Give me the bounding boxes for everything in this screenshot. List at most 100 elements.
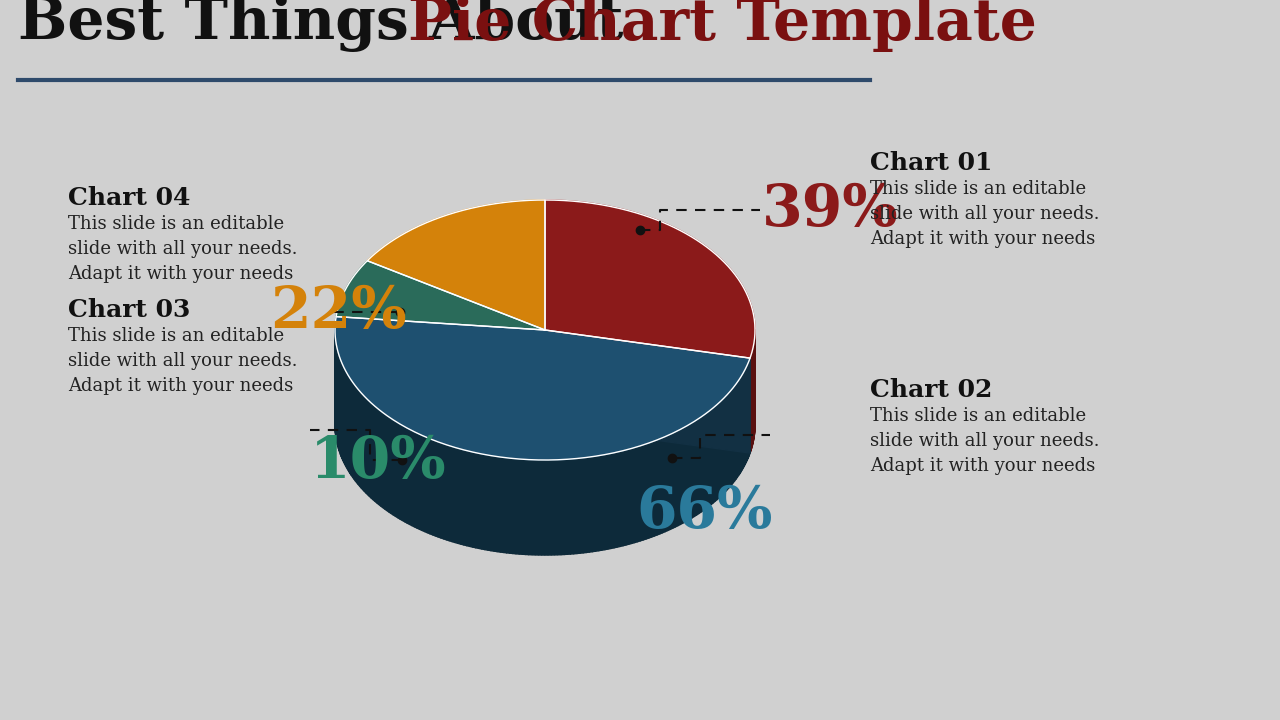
Polygon shape <box>617 451 620 547</box>
Polygon shape <box>659 438 662 534</box>
Polygon shape <box>732 388 733 485</box>
Polygon shape <box>509 458 513 554</box>
Text: This slide is an editable
slide with all your needs.
Adapt it with your needs: This slide is an editable slide with all… <box>870 180 1100 248</box>
Polygon shape <box>700 415 703 512</box>
Polygon shape <box>723 397 726 493</box>
Text: 39%: 39% <box>762 182 899 238</box>
Polygon shape <box>470 451 472 547</box>
Polygon shape <box>404 427 407 523</box>
Polygon shape <box>722 398 723 495</box>
Polygon shape <box>444 444 447 540</box>
Polygon shape <box>472 452 476 548</box>
Polygon shape <box>545 330 750 453</box>
Polygon shape <box>552 460 554 555</box>
Polygon shape <box>727 393 728 490</box>
Polygon shape <box>721 400 722 497</box>
Text: 66%: 66% <box>636 484 772 540</box>
Polygon shape <box>680 428 682 525</box>
Polygon shape <box>367 200 545 330</box>
Polygon shape <box>372 405 375 501</box>
Text: Chart 03: Chart 03 <box>68 298 191 322</box>
Polygon shape <box>733 386 735 483</box>
Polygon shape <box>611 453 614 549</box>
Polygon shape <box>494 456 498 552</box>
Polygon shape <box>442 443 444 539</box>
Polygon shape <box>577 458 580 554</box>
Polygon shape <box>355 384 356 481</box>
Polygon shape <box>604 454 608 549</box>
Polygon shape <box>687 424 690 521</box>
Polygon shape <box>412 431 415 527</box>
Polygon shape <box>589 456 593 552</box>
Polygon shape <box>713 406 714 503</box>
Polygon shape <box>393 420 396 516</box>
Polygon shape <box>360 391 361 488</box>
Polygon shape <box>692 421 694 518</box>
Polygon shape <box>628 449 631 544</box>
Polygon shape <box>571 459 573 554</box>
Polygon shape <box>595 456 599 552</box>
Polygon shape <box>640 445 643 541</box>
Polygon shape <box>602 454 604 550</box>
Text: 22%: 22% <box>270 284 407 340</box>
Polygon shape <box>635 446 637 543</box>
Polygon shape <box>398 423 401 519</box>
Text: Chart 04: Chart 04 <box>68 186 191 210</box>
Polygon shape <box>561 459 564 554</box>
Polygon shape <box>353 382 355 479</box>
Polygon shape <box>507 458 509 553</box>
Polygon shape <box>614 452 617 548</box>
Polygon shape <box>535 460 539 555</box>
Polygon shape <box>479 454 483 549</box>
Polygon shape <box>637 446 640 541</box>
Polygon shape <box>449 446 452 541</box>
Text: This slide is an editable
slide with all your needs.
Adapt it with your needs: This slide is an editable slide with all… <box>870 407 1100 475</box>
Polygon shape <box>452 446 456 542</box>
Text: This slide is an editable
slide with all your needs.
Adapt it with your needs: This slide is an editable slide with all… <box>68 327 297 395</box>
Polygon shape <box>500 457 503 552</box>
Polygon shape <box>675 431 677 527</box>
Polygon shape <box>736 382 737 480</box>
Polygon shape <box>467 451 470 546</box>
Polygon shape <box>516 459 520 554</box>
Polygon shape <box>672 432 675 528</box>
Polygon shape <box>370 401 371 498</box>
Polygon shape <box>703 414 705 510</box>
Polygon shape <box>582 457 586 553</box>
Text: Pie Chart Template: Pie Chart Template <box>408 0 1037 52</box>
Polygon shape <box>498 456 500 552</box>
Polygon shape <box>690 423 692 519</box>
Polygon shape <box>626 449 628 545</box>
Polygon shape <box>545 330 750 453</box>
Polygon shape <box>335 317 750 460</box>
Polygon shape <box>580 458 582 553</box>
Polygon shape <box>545 200 755 358</box>
Polygon shape <box>435 441 438 537</box>
Polygon shape <box>358 390 360 486</box>
Polygon shape <box>367 400 370 496</box>
Polygon shape <box>396 421 398 518</box>
Polygon shape <box>458 449 461 544</box>
Polygon shape <box>401 424 402 521</box>
Polygon shape <box>667 434 671 531</box>
Polygon shape <box>357 387 358 485</box>
Polygon shape <box>447 445 449 541</box>
Polygon shape <box>554 460 558 555</box>
Polygon shape <box>567 459 571 554</box>
Polygon shape <box>620 451 623 546</box>
Polygon shape <box>415 432 417 528</box>
Polygon shape <box>735 384 736 481</box>
Polygon shape <box>586 457 589 552</box>
Polygon shape <box>335 295 755 555</box>
Polygon shape <box>438 442 442 538</box>
Polygon shape <box>671 433 672 529</box>
Polygon shape <box>529 459 532 554</box>
Polygon shape <box>714 405 717 501</box>
Polygon shape <box>492 456 494 551</box>
Polygon shape <box>522 459 526 554</box>
Polygon shape <box>430 438 433 535</box>
Polygon shape <box>682 427 685 523</box>
Polygon shape <box>664 436 667 532</box>
Polygon shape <box>503 457 507 553</box>
Polygon shape <box>476 453 479 549</box>
